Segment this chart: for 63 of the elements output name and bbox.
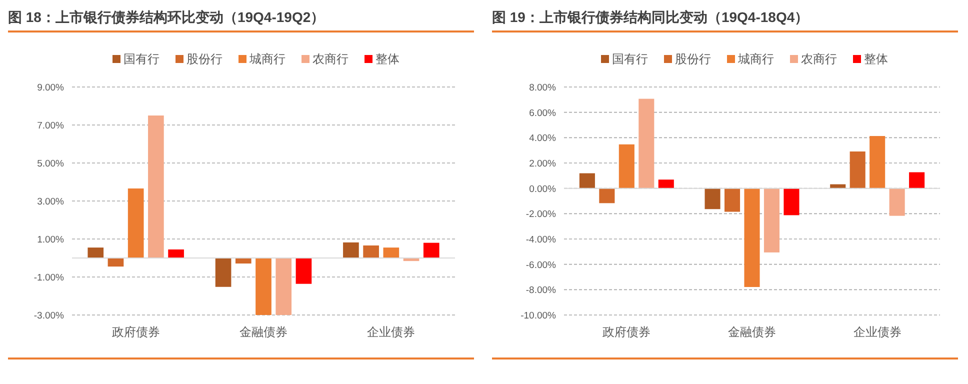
x-tick-label: 政府债券 bbox=[112, 325, 160, 339]
y-tick-label: -2.00% bbox=[526, 209, 557, 220]
y-tick-label: 9.00% bbox=[37, 82, 65, 94]
legend-label: 农商行 bbox=[801, 52, 837, 66]
y-tick-label: -4.00% bbox=[526, 234, 557, 246]
x-tick-label: 金融债券 bbox=[728, 325, 776, 339]
bar bbox=[704, 188, 720, 210]
bar bbox=[296, 258, 312, 284]
bar bbox=[168, 249, 184, 258]
bar bbox=[235, 258, 252, 264]
y-tick-label: -6.00% bbox=[526, 260, 557, 271]
bar bbox=[343, 242, 359, 258]
y-tick-label: -8.00% bbox=[526, 285, 557, 296]
legend-label: 农商行 bbox=[312, 52, 348, 66]
x-tick-label: 企业债券 bbox=[367, 325, 416, 339]
bar bbox=[724, 188, 740, 212]
legend-label: 城商行 bbox=[737, 52, 774, 66]
bar bbox=[618, 144, 634, 188]
y-tick-label: 1.00% bbox=[37, 234, 65, 246]
y-tick-label: -3.00% bbox=[34, 310, 65, 322]
y-tick-label: 7.00% bbox=[37, 120, 65, 132]
bar bbox=[850, 151, 866, 188]
y-tick-label: -1.00% bbox=[34, 272, 65, 284]
chart-title: 图 19：上市银行债券结构同比变动（19Q4-18Q4） bbox=[492, 9, 809, 25]
bar bbox=[638, 98, 654, 188]
y-tick-label: -10.00% bbox=[520, 310, 557, 322]
legend-label: 股份行 bbox=[675, 52, 711, 66]
chart-title: 图 18：上市银行债券结构环比变动（19Q4-19Q2） bbox=[8, 9, 325, 25]
bar bbox=[88, 248, 104, 258]
legend-label: 国有行 bbox=[124, 52, 160, 66]
legend-label: 国有行 bbox=[612, 52, 648, 66]
bar bbox=[909, 172, 925, 188]
bar bbox=[889, 188, 905, 216]
legend-label: 股份行 bbox=[186, 52, 222, 66]
legend-label: 城商行 bbox=[248, 52, 286, 66]
bar bbox=[215, 258, 232, 287]
bar bbox=[599, 188, 615, 204]
bar bbox=[276, 258, 292, 315]
bar bbox=[579, 173, 595, 188]
y-tick-label: 8.00% bbox=[529, 82, 557, 94]
y-tick-label: 5.00% bbox=[37, 158, 65, 170]
bar bbox=[764, 188, 780, 252]
bar bbox=[423, 242, 440, 258]
bar bbox=[148, 116, 164, 258]
x-tick-label: 企业债券 bbox=[853, 325, 902, 339]
legend-label: 整体 bbox=[376, 52, 400, 66]
y-tick-label: 2.00% bbox=[529, 158, 557, 170]
bar bbox=[744, 188, 760, 288]
y-tick-label: 4.00% bbox=[529, 133, 557, 144]
y-tick-label: 3.00% bbox=[37, 196, 65, 208]
bar bbox=[383, 248, 400, 258]
bar bbox=[870, 136, 886, 188]
x-tick-label: 金融债券 bbox=[240, 325, 288, 339]
bar bbox=[256, 258, 272, 315]
bar bbox=[128, 188, 144, 258]
bar bbox=[658, 180, 674, 188]
bar bbox=[363, 245, 379, 258]
x-tick-label: 政府债券 bbox=[602, 325, 651, 339]
bar bbox=[108, 258, 124, 267]
y-tick-label: 0.00% bbox=[529, 184, 557, 195]
y-tick-label: 6.00% bbox=[529, 108, 557, 119]
legend-label: 整体 bbox=[864, 52, 888, 66]
bar bbox=[784, 188, 800, 216]
